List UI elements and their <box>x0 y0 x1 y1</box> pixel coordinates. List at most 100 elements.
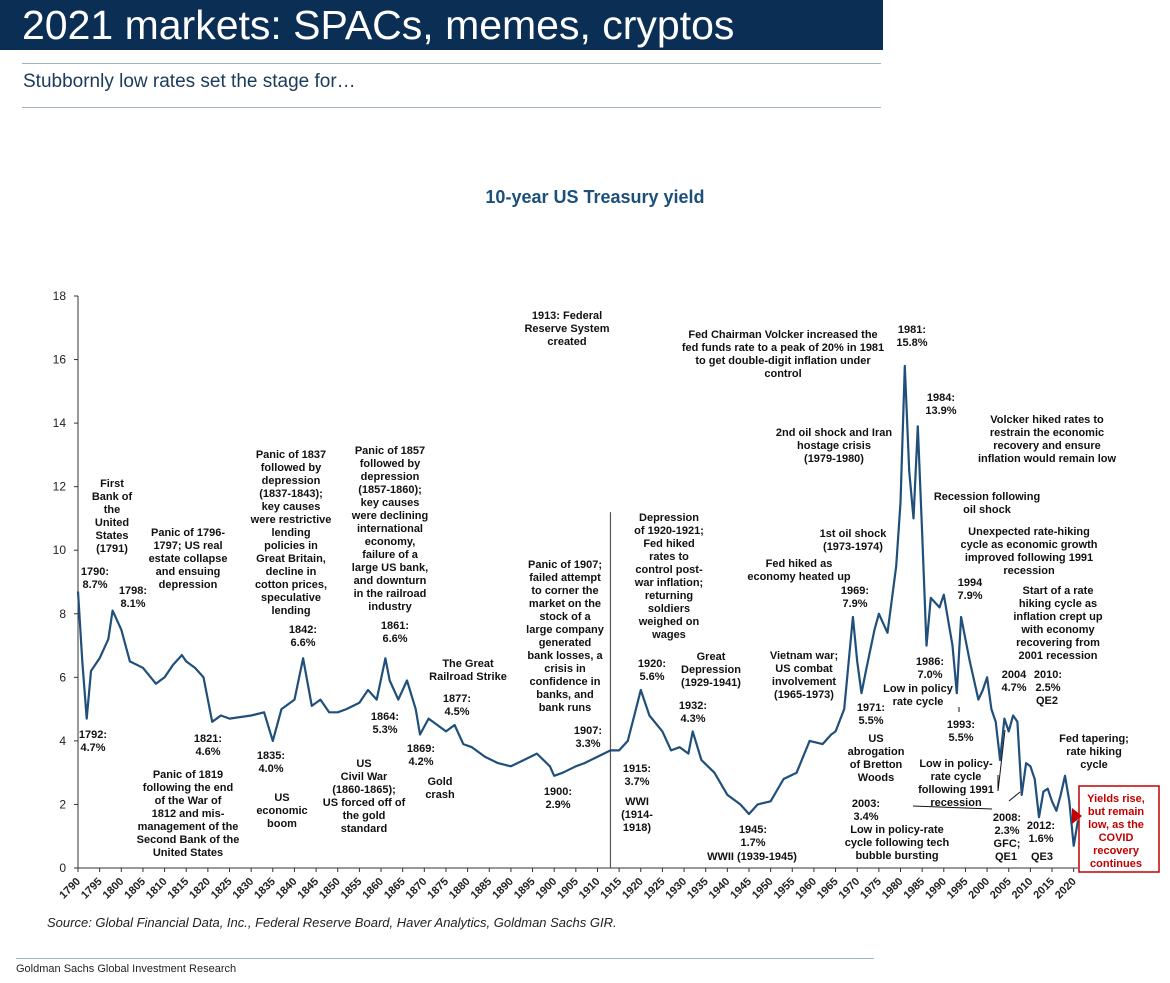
annotation-49: Start of a rate hiking cycle as inflation … <box>1013 585 1103 662</box>
x-tick-label: 1920 <box>620 876 646 902</box>
x-tick-label: 1810 <box>144 876 170 902</box>
y-tick-label: 12 <box>53 480 67 494</box>
annotation-43: Unexpected rate-hiking cycle as economic … <box>961 526 1098 577</box>
x-tick-label: 1940 <box>707 876 733 902</box>
annotation-24: WWI (1914-1918) <box>621 796 653 834</box>
x-tick-label: 1915 <box>598 876 624 902</box>
y-tick-label: 18 <box>53 289 67 303</box>
x-tick-label: 1905 <box>555 876 581 902</box>
x-tick-label: 1910 <box>577 876 603 902</box>
x-tick-label: 1840 <box>274 876 300 902</box>
annotation-3: 1792: 4.7% <box>79 729 107 754</box>
y-tick-label: 16 <box>53 353 67 367</box>
annotation-30: WWII (1939-1945) <box>707 851 797 863</box>
annotation-15: 1869: 4.2% <box>407 743 435 768</box>
divider <box>22 63 881 64</box>
y-tick-label: 8 <box>59 607 66 621</box>
annotation-51: 2010: 2.5% <box>1034 669 1062 694</box>
x-tick-label: 1945 <box>728 876 754 902</box>
x-tick-label: 1860 <box>360 876 386 902</box>
x-tick-label: 1850 <box>317 876 343 902</box>
annotation-8: 1842: 6.6% <box>289 624 317 649</box>
annotation-27: Great Depression (1929-1941) <box>681 651 741 689</box>
x-tick-label: 1820 <box>187 876 213 902</box>
chart-title: 10-year US Treasury yield <box>485 187 704 207</box>
chart-annotations: First Bank of the United States (1791) 1790: 8.… <box>79 310 1160 873</box>
annotation-41: Volcker hiked rates to restrain the econo… <box>978 414 1117 465</box>
annotation-5: 1821: 4.6% <box>194 733 222 758</box>
leader-line <box>912 805 993 810</box>
x-tick-label: 1985 <box>901 876 927 902</box>
annotation-23: 1915: 3.7% <box>623 763 651 788</box>
x-tick-label: 1815 <box>166 876 192 902</box>
footer-firm: Goldman Sachs Global Investment Research <box>16 963 237 975</box>
annotation-48: Low in policy-rate cycle following 1991 re… <box>918 758 994 809</box>
x-tick-label: 1855 <box>339 876 365 902</box>
annotation-12: 1861: 6.6% <box>381 620 409 645</box>
x-tick-label: 1930 <box>663 876 689 902</box>
x-tick-label: 1980 <box>880 876 906 902</box>
annotation-47: 1993: 5.5% <box>947 719 975 744</box>
x-tick-label: 2010 <box>1010 876 1036 902</box>
annotation-46: Low in policy rate cycle <box>883 683 954 708</box>
callout-box <box>1078 785 1160 873</box>
x-tick-label: 1825 <box>209 876 235 902</box>
annotation-4: Panic of 1796-1797; US real estate collap… <box>149 527 228 591</box>
annotation-32: 1981: 15.8% <box>896 324 927 349</box>
annotation-29: 1945: 1.7% <box>739 824 767 849</box>
x-tick-label: 2015 <box>1031 876 1057 902</box>
annotation-39: 1971: 5.5% <box>857 702 885 727</box>
y-tick-label: 14 <box>53 416 67 430</box>
x-tick-label: 1970 <box>837 876 863 902</box>
divider <box>22 107 881 108</box>
x-tick-label: 1995 <box>945 876 971 902</box>
annotation-59: QE3 <box>1031 851 1053 863</box>
annotation-44: 1994 7.9% <box>957 577 983 602</box>
annotation-56: 2008: 2.3% GFC; <box>993 812 1021 850</box>
x-tick-label: 1935 <box>685 876 711 902</box>
annotation-57: QE1 <box>995 851 1017 863</box>
annotation-11: Panic of 1857 followed by depression (1857-… <box>351 445 428 613</box>
annotation-2: 1798: 8.1% <box>119 585 147 610</box>
annotation-37: 1969: 7.9% <box>841 585 869 610</box>
x-tick-label: 1975 <box>858 876 884 902</box>
annotation-55: Low in policy-rate cycle following tech bu… <box>845 824 950 862</box>
annotation-53: Fed tapering; rate hiking cycle <box>1059 733 1129 771</box>
annotation-9: 1835: 4.0% <box>257 750 285 775</box>
divider <box>16 958 874 959</box>
annotation-21: 1907: 3.3% <box>574 725 602 750</box>
annotation-14: US Civil War (1860-1865); US forced off of t… <box>323 758 406 835</box>
source-note: Source: Global Financial Data, Inc., Fed… <box>47 915 617 930</box>
annotation-0: First Bank of the United States (1791) <box>92 478 133 555</box>
annotation-52: QE2 <box>1036 695 1058 707</box>
x-tick-label: 1895 <box>512 876 538 902</box>
annotation-1: 1790: 8.7% <box>81 566 109 591</box>
x-tick-label: 1955 <box>772 876 798 902</box>
annotation-60: Yields rise, but remain low, as the COVID re… <box>1087 793 1145 870</box>
x-tick-label: 1950 <box>750 876 776 902</box>
annotation-50: 2004 4.7% <box>1001 669 1027 694</box>
annotation-25: Depression of 1920-1921; Fed hiked rates to… <box>634 512 704 641</box>
x-tick-label: 2020 <box>1053 876 1079 902</box>
annotation-31: Fed Chairman Volcker increased the fed fu… <box>682 329 884 380</box>
x-tick-label: 2005 <box>988 876 1014 902</box>
annotation-20: Panic of 1907; failed attempt to corner th… <box>526 559 605 714</box>
x-tick-label: 1900 <box>534 876 560 902</box>
yield-chart: 10-year US Treasury yield 0 2 4 6 8 10 12 14 16 1… <box>53 187 1160 902</box>
annotation-22: 1900: 2.9% <box>544 786 572 811</box>
x-tick-label: 1805 <box>122 876 148 902</box>
annotation-26: 1920: 5.6% <box>638 658 666 683</box>
annotation-28: 1932: 4.3% <box>679 700 707 725</box>
chart-series <box>76 364 1080 847</box>
x-tick-label: 1790 <box>57 876 83 902</box>
annotation-13: 1864: 5.3% <box>371 711 399 736</box>
x-tick-label: 1870 <box>404 876 430 902</box>
x-tick-label: 1800 <box>101 876 127 902</box>
annotation-7: Panic of 1837 followed by depression (1837-… <box>250 449 332 617</box>
callout-arrow <box>1072 808 1082 824</box>
annotation-33: 1984: 13.9% <box>925 392 956 417</box>
x-tick-label: 1925 <box>642 876 668 902</box>
annotation-18: 1877: 4.5% <box>443 693 471 718</box>
annotation-17: The Great Railroad Strike <box>429 658 507 683</box>
x-tick-label: 1885 <box>469 876 495 902</box>
